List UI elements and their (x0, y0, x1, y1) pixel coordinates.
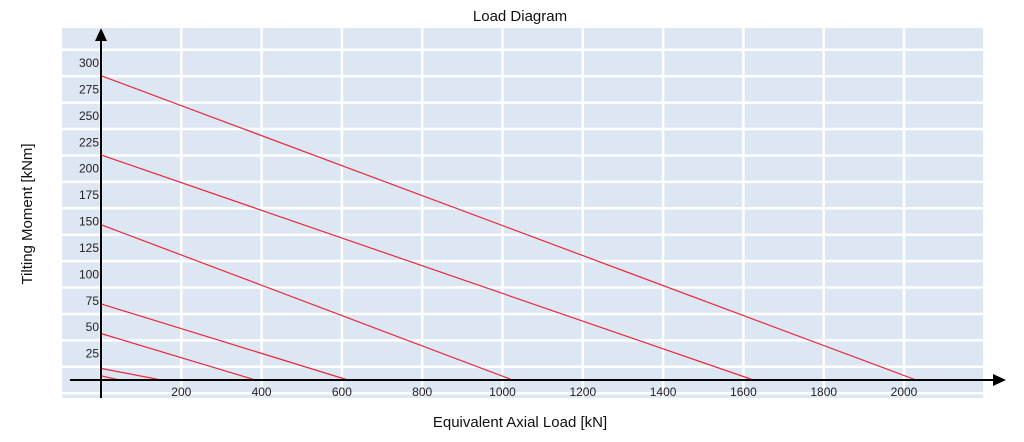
y-tick-label: 25 (86, 347, 100, 361)
series-group (100, 75, 917, 381)
tick-labels: 200 400 600 800 1000 1200 1400 1600 1800 2000 25 50… (79, 56, 918, 399)
y-tick-label: 200 (79, 162, 99, 176)
series-line-4 (100, 303, 349, 381)
x-tick-label: 1000 (489, 385, 516, 399)
y-tick-label: 150 (79, 215, 99, 229)
y-tick-label: 300 (79, 56, 99, 70)
x-axis-arrow (993, 374, 1006, 386)
series-line-5 (100, 332, 256, 381)
x-tick-label: 1200 (569, 385, 596, 399)
y-tick-label: 225 (79, 135, 99, 149)
y-tick-label: 250 (79, 109, 99, 123)
y-axis-label: Tilting Moment [kNm] (19, 143, 36, 284)
x-tick-label: 2000 (891, 385, 918, 399)
x-tick-label: 600 (332, 385, 352, 399)
series-line-2 (100, 154, 754, 381)
chart-title: Load Diagram (473, 8, 567, 25)
x-tick-label: 200 (171, 385, 191, 399)
y-tick-label: 275 (79, 82, 99, 96)
series-line-1 (100, 75, 917, 381)
grid-lines (59, 28, 986, 398)
series-line-3 (100, 224, 513, 381)
series-line-6 (100, 367, 162, 381)
plot-background (61, 28, 985, 398)
x-tick-label: 1600 (730, 385, 757, 399)
y-tick-label: 75 (86, 294, 100, 308)
x-tick-label: 1400 (650, 385, 677, 399)
x-tick-label: 1800 (810, 385, 837, 399)
x-tick-label: 400 (252, 385, 272, 399)
y-tick-label: 100 (79, 267, 99, 281)
x-axis-label: Equivalent Axial Load [kN] (433, 414, 607, 431)
y-tick-label: 125 (79, 241, 99, 255)
x-tick-label: 800 (412, 385, 432, 399)
y-tick-label: 50 (86, 320, 100, 334)
y-axis-arrow (95, 28, 107, 41)
y-tick-label: 175 (79, 188, 99, 202)
axes-group (70, 28, 1006, 398)
